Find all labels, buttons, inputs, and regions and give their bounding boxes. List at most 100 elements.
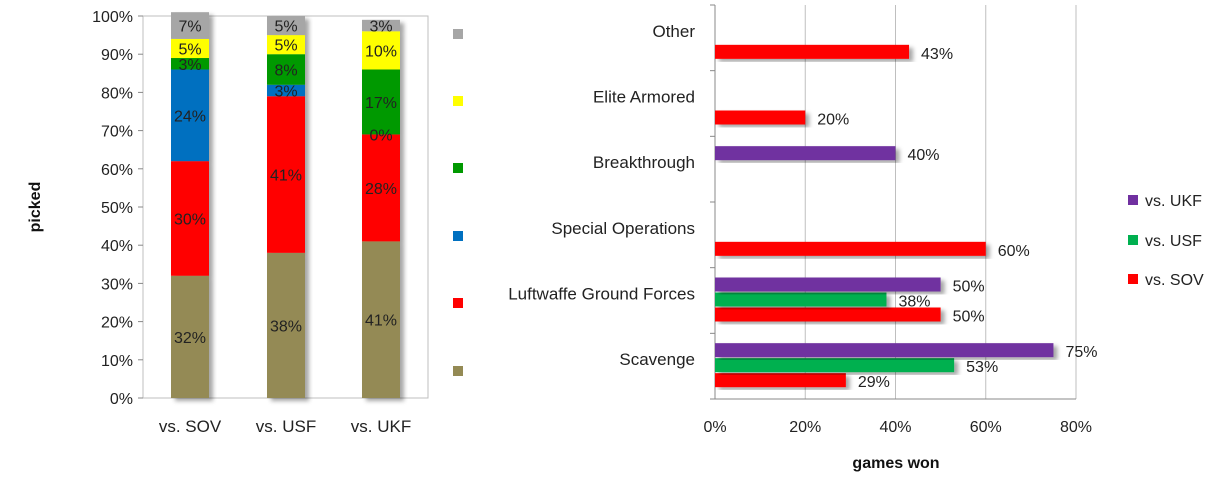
legend-swatch bbox=[1128, 195, 1138, 205]
data-label: 53% bbox=[966, 359, 998, 376]
bar-segment bbox=[267, 84, 305, 97]
legend-label: vs. SOV bbox=[1145, 272, 1204, 289]
x-tick-label: 0% bbox=[703, 419, 726, 436]
y-tick-label: 50% bbox=[101, 200, 133, 217]
stacked-bar-legend bbox=[453, 29, 463, 376]
bar-segment bbox=[171, 58, 209, 70]
data-label: 50% bbox=[953, 279, 985, 296]
bar bbox=[715, 277, 941, 292]
legend-label: vs. UKF bbox=[1145, 193, 1202, 210]
data-label: 24% bbox=[174, 108, 206, 125]
bar bbox=[715, 343, 1054, 358]
y-tick-label: 20% bbox=[101, 315, 133, 332]
data-label: 20% bbox=[817, 112, 849, 129]
bar bbox=[715, 307, 941, 322]
legend-swatch bbox=[453, 231, 463, 241]
y-category-label: Scavenge bbox=[619, 350, 695, 369]
data-label: 5% bbox=[274, 19, 297, 36]
data-label: 7% bbox=[178, 19, 201, 36]
stacked-bar bbox=[362, 19, 400, 398]
data-label: 8% bbox=[274, 62, 297, 79]
data-label: 40% bbox=[908, 147, 940, 164]
y-category-label: Other bbox=[652, 22, 695, 41]
data-label: 28% bbox=[365, 181, 397, 198]
bar-segment bbox=[267, 16, 305, 36]
y-tick-label: 80% bbox=[101, 85, 133, 102]
bar-segment bbox=[171, 69, 209, 162]
bar-segment bbox=[171, 38, 209, 59]
bar-segment bbox=[362, 19, 400, 32]
y-category-label: Breakthrough bbox=[593, 153, 695, 172]
data-label: 5% bbox=[274, 38, 297, 55]
y-tick-label: 90% bbox=[101, 47, 133, 64]
x-tick-label: 60% bbox=[970, 419, 1002, 436]
x-axis-title: games won bbox=[852, 455, 939, 472]
data-label: 32% bbox=[174, 330, 206, 347]
bar-segment bbox=[267, 252, 305, 398]
y-tick-label: 60% bbox=[101, 162, 133, 179]
y-tick-label: 40% bbox=[101, 238, 133, 255]
data-label: 41% bbox=[365, 313, 397, 330]
data-label: 3% bbox=[274, 83, 297, 100]
bar bbox=[715, 292, 887, 307]
bar-segment bbox=[171, 275, 209, 398]
bar-segment bbox=[362, 69, 400, 135]
bar bbox=[715, 241, 986, 256]
x-category-label: vs. USF bbox=[256, 417, 316, 436]
bar-segment bbox=[267, 35, 305, 55]
data-label: 3% bbox=[369, 19, 392, 36]
horizontal-bar-chart: 0% 20% 40% 60% 80% games won Scavenge 29% 53% 75%… bbox=[508, 4, 1097, 472]
data-label: 17% bbox=[365, 95, 397, 112]
y-category-label: Special Operations bbox=[551, 219, 695, 238]
bar-segment bbox=[362, 31, 400, 70]
y-tick-label: 30% bbox=[101, 276, 133, 293]
bar bbox=[715, 358, 955, 373]
legend-swatch bbox=[453, 298, 463, 308]
bar bbox=[715, 110, 806, 125]
horizontal-bar-legend: vs. SOV vs. USF vs. UKF bbox=[1128, 193, 1204, 289]
legend-swatch bbox=[1128, 274, 1138, 284]
data-label: 43% bbox=[921, 46, 953, 63]
x-category-label: vs. SOV bbox=[159, 417, 222, 436]
y-category-label: Elite Armored bbox=[593, 88, 695, 107]
bar-segment bbox=[362, 134, 400, 242]
legend-swatch bbox=[453, 96, 463, 106]
legend-swatch bbox=[453, 29, 463, 39]
bar-segment bbox=[171, 12, 209, 39]
legend-label: vs. USF bbox=[1145, 233, 1202, 250]
bar bbox=[715, 373, 846, 388]
bar-segment bbox=[362, 241, 400, 398]
data-label: 5% bbox=[178, 41, 201, 58]
data-label: 3% bbox=[178, 57, 201, 74]
stacked-bar bbox=[267, 16, 305, 398]
bar bbox=[715, 146, 896, 161]
data-label: 41% bbox=[270, 168, 302, 185]
bar bbox=[715, 44, 910, 59]
data-label: 60% bbox=[998, 243, 1030, 260]
stacked-bar-chart: 0% 10% 20% 30% 40% 50% 60% 70% 80% 90% 100% picked 3… bbox=[27, 9, 429, 436]
bar-segment bbox=[171, 161, 209, 276]
y-tick-label: 0% bbox=[110, 391, 133, 408]
data-label: 29% bbox=[858, 374, 890, 391]
data-label: 0% bbox=[369, 127, 392, 144]
y-category-label: Luftwaffe Ground Forces bbox=[508, 285, 695, 304]
bar-segment bbox=[267, 96, 305, 253]
data-label: 38% bbox=[270, 318, 302, 335]
x-tick-label: 40% bbox=[879, 419, 911, 436]
bar-segment bbox=[267, 54, 305, 85]
x-tick-label: 20% bbox=[789, 419, 821, 436]
data-label: 38% bbox=[898, 294, 930, 311]
data-label: 30% bbox=[174, 211, 206, 228]
data-label: 75% bbox=[1065, 344, 1097, 361]
y-tick-label: 10% bbox=[101, 353, 133, 370]
legend-swatch bbox=[453, 366, 463, 376]
y-tick-label: 100% bbox=[92, 9, 133, 26]
stacked-bar bbox=[171, 12, 209, 398]
x-category-label: vs. UKF bbox=[351, 417, 411, 436]
x-tick-label: 80% bbox=[1060, 419, 1092, 436]
y-tick-label: 70% bbox=[101, 124, 133, 141]
y-axis-title: picked bbox=[27, 182, 44, 233]
data-label: 50% bbox=[953, 309, 985, 326]
